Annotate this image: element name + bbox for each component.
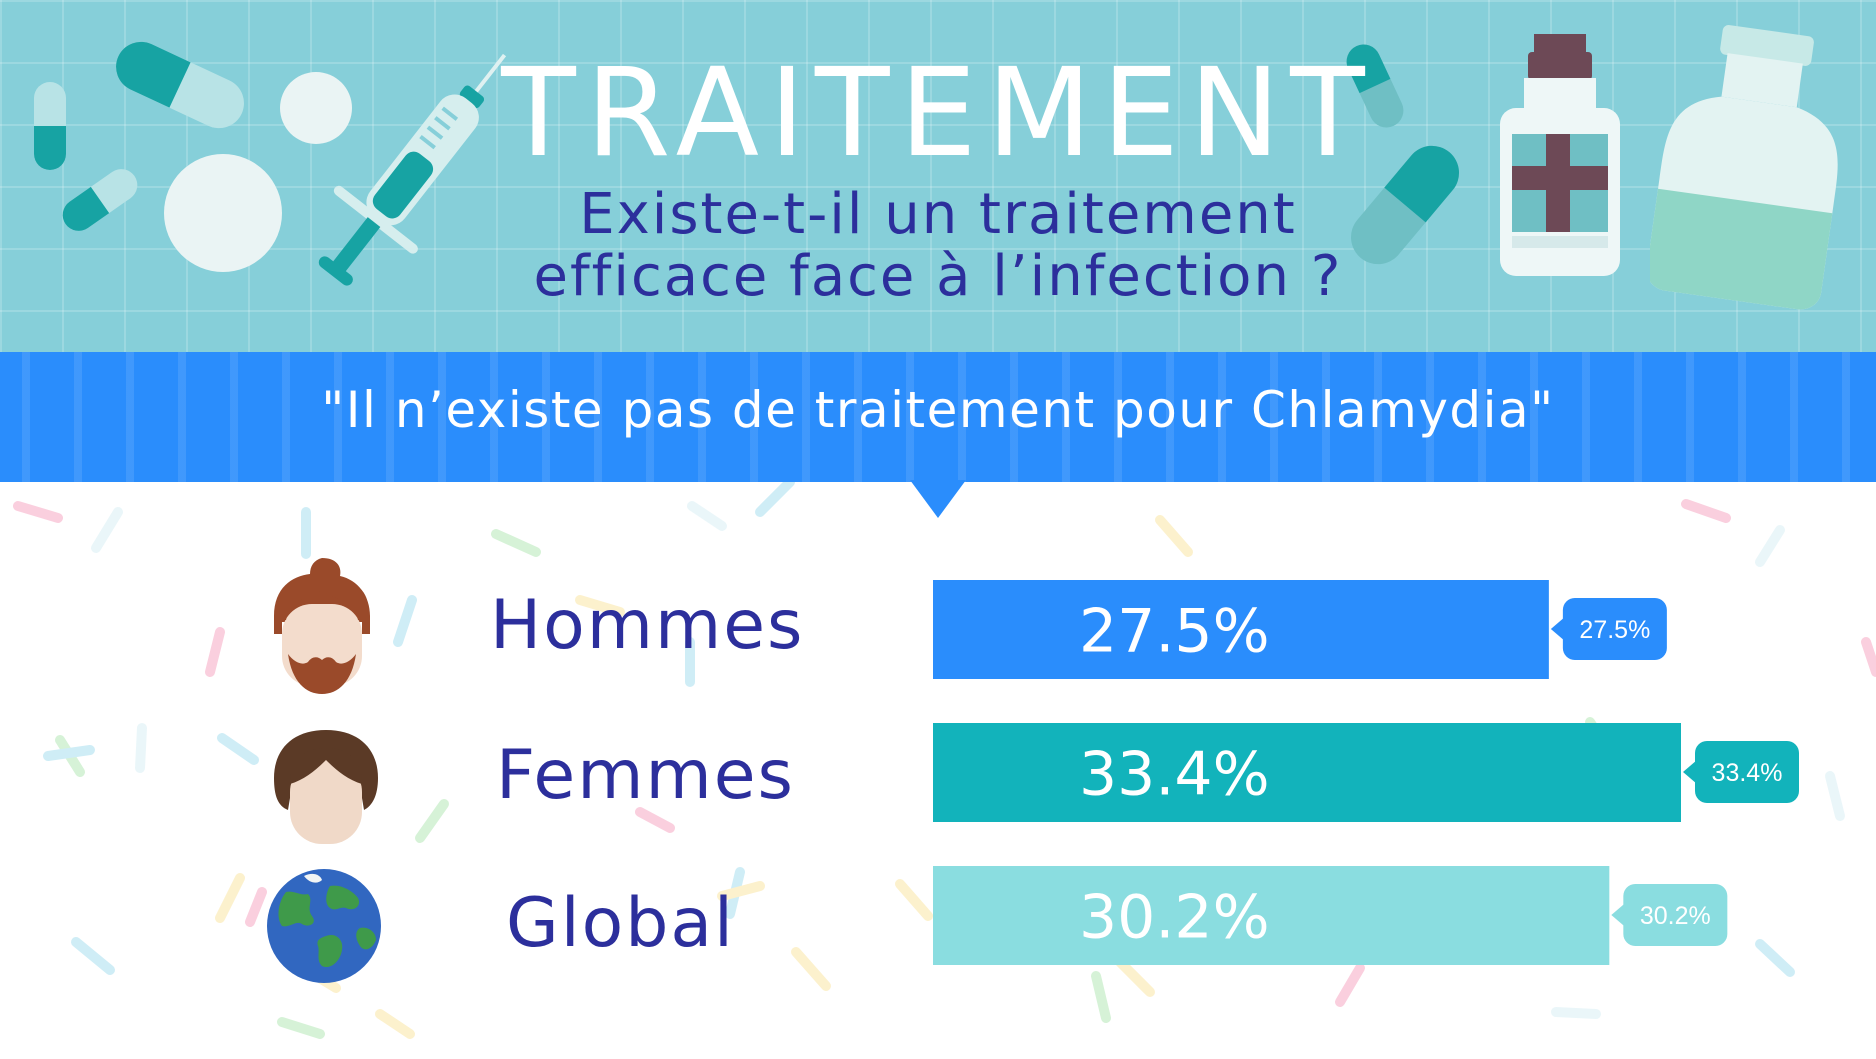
- callout-text-hommes: 27.5%: [1579, 616, 1650, 644]
- pill-capsule-icon: [1346, 44, 1404, 128]
- tablet-icon: [164, 154, 282, 272]
- bar-value-label-global: 30.2%: [1079, 883, 1270, 953]
- quote-banner: [0, 352, 1876, 482]
- value-callout-femmes: 33.4%: [1683, 741, 1799, 803]
- subtitle-line-1: Existe-t-il un traitement: [579, 182, 1297, 247]
- bar-global: [933, 866, 1610, 965]
- value-callout-hommes: 27.5%: [1550, 598, 1667, 660]
- pill-capsule-icon: [62, 169, 138, 231]
- header-banner: TRAITEMENT Existe-t-il un traitement eff…: [0, 0, 1876, 352]
- page-subtitle: Existe-t-il un traitement efficace face …: [0, 184, 1876, 308]
- callout-text-global: 30.2%: [1640, 902, 1711, 930]
- row-label-global: Global: [506, 884, 735, 963]
- banner-pointer: [910, 480, 966, 518]
- quote-text: "Il n’existe pas de traitement pour Chla…: [321, 381, 1555, 439]
- row-label-femmes: Femmes: [496, 736, 795, 815]
- bar-femmes: [933, 723, 1681, 822]
- globe-icon: [267, 869, 381, 983]
- bar-hommes: [933, 580, 1549, 679]
- flask-icon: [1650, 25, 1838, 310]
- bar-value-label-femmes: 33.4%: [1079, 740, 1270, 810]
- pill-capsule-icon: [116, 41, 244, 129]
- syringe-icon: [318, 53, 507, 286]
- pill-capsule-icon: [1351, 145, 1459, 265]
- row-label-hommes: Hommes: [490, 586, 805, 665]
- value-callout-global: 30.2%: [1611, 884, 1728, 946]
- woman-avatar-icon: [274, 730, 378, 844]
- subtitle-line-2: efficace face à l’infection ?: [533, 244, 1343, 309]
- medicine-bottle-icon: [1500, 34, 1620, 276]
- tablet-icon: [280, 72, 352, 144]
- sprinkle-background: [13, 482, 1876, 1039]
- man-avatar-icon: [274, 558, 370, 694]
- pill-capsule-icon: [34, 82, 66, 170]
- page-title: TRAITEMENT: [501, 42, 1375, 184]
- bar-value-label-hommes: 27.5%: [1079, 597, 1270, 667]
- callout-text-femmes: 33.4%: [1712, 759, 1783, 787]
